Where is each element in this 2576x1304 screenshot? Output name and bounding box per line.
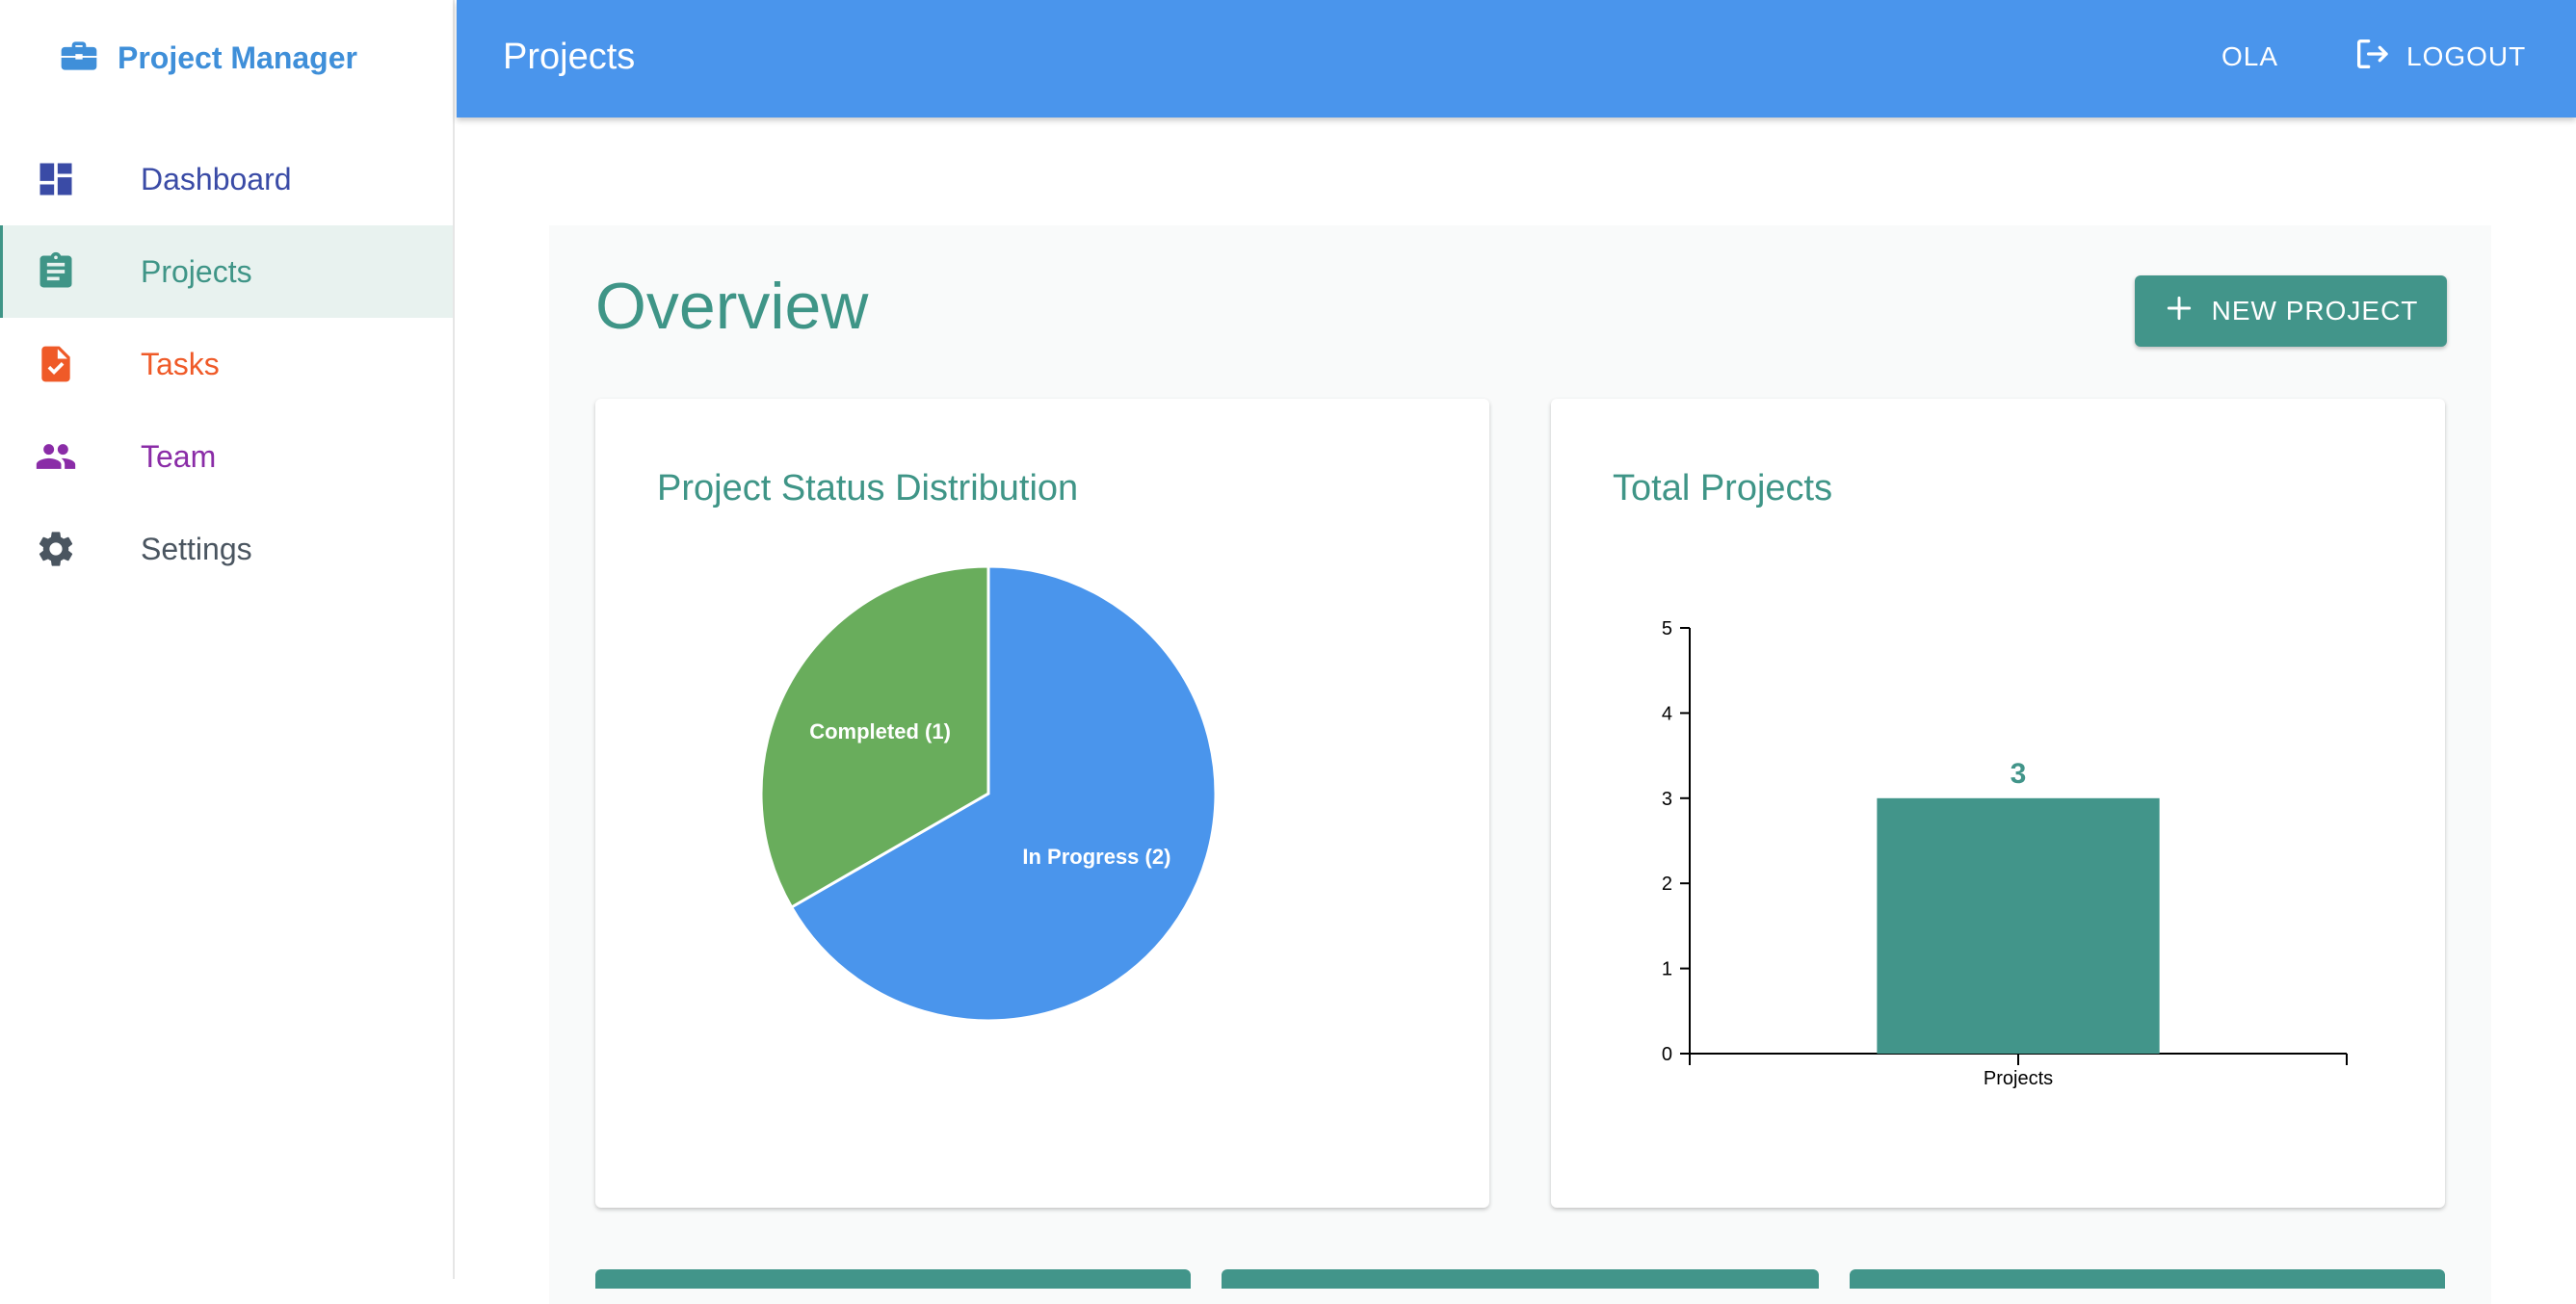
y-tick-label: 2 [1662,874,1672,895]
bottom-action-button-2[interactable] [1222,1269,1819,1289]
logout-label: LOGOUT [2406,41,2527,71]
sidebar-item-label: Settings [141,531,252,566]
y-tick-label: 1 [1662,959,1672,980]
pie-chart: In Progress (2) Completed (1) [759,564,1218,1023]
sidebar-item-label: Dashboard [141,161,292,196]
task-file-icon [35,343,77,385]
brand[interactable]: Project Manager [58,35,357,81]
sidebar-item-settings[interactable]: Settings [0,503,453,595]
briefcase-icon [58,35,100,82]
total-card-title: Total Projects [1613,468,1833,509]
x-tick-label: Projects [1984,1068,2053,1089]
y-tick-label: 5 [1662,618,1672,639]
logout-icon [2353,35,2391,80]
total-projects-card: Total Projects 0 1 2 3 4 5 Projects 3 [1551,399,2445,1208]
sidebar-item-label: Team [141,438,217,474]
pie-slice [789,564,1218,1023]
logout-button[interactable]: LOGOUT [2353,33,2526,81]
y-tick-label: 3 [1662,789,1672,810]
pie-slice [759,564,990,910]
overview-title: Overview [595,270,869,343]
status-distribution-card: Project Status Distribution In Progress … [595,399,1489,1208]
bar-chart: 0 1 2 3 4 5 Projects 3 [1662,618,2348,1089]
y-tick-label: 4 [1662,703,1672,724]
user-name[interactable]: OLA [2221,41,2279,71]
clipboard-icon [35,250,77,293]
status-card-title: Project Status Distribution [657,468,1079,509]
plus-icon [2164,293,2195,330]
sidebar-nav: Dashboard Projects Tasks Team Settings [0,133,453,595]
sidebar-item-dashboard[interactable]: Dashboard [0,133,453,225]
sidebar-item-tasks[interactable]: Tasks [0,318,453,410]
pie-slice-label: In Progress (2) [1022,845,1170,869]
bar [1877,797,2160,1054]
sidebar: Project Manager Dashboard Projects Tasks… [0,0,455,1279]
gear-icon [35,528,77,570]
sidebar-item-label: Projects [141,253,252,289]
app-header: Projects OLA LOGOUT [457,0,2576,117]
team-icon [35,435,77,478]
overview-panel: Overview NEW PROJECT Project Status Dist… [549,225,2491,1304]
sidebar-item-team[interactable]: Team [0,410,453,503]
bottom-action-button-3[interactable] [1850,1269,2445,1289]
dashboard-icon [35,158,77,200]
brand-name: Project Manager [118,39,357,75]
y-tick-label: 0 [1662,1044,1672,1065]
page-title: Projects [503,37,636,77]
new-project-label: NEW PROJECT [2211,296,2419,326]
pie-slice-label: Completed (1) [809,719,951,743]
new-project-button[interactable]: NEW PROJECT [2135,275,2447,347]
sidebar-item-label: Tasks [141,346,220,381]
bottom-action-button-1[interactable] [595,1269,1191,1289]
bar-value-label: 3 [2011,758,2027,790]
sidebar-item-projects[interactable]: Projects [0,225,453,318]
